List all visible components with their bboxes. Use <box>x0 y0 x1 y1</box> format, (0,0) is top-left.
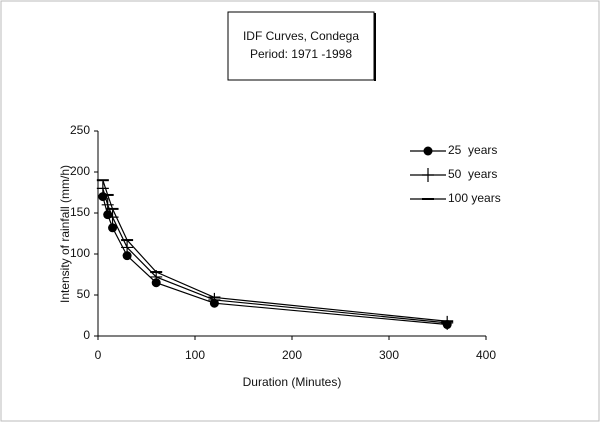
marker <box>423 146 433 156</box>
x-tick-label: 200 <box>282 348 302 362</box>
series-line <box>102 180 448 322</box>
marker <box>121 240 134 255</box>
legend-label: 100 years <box>448 191 501 205</box>
x-tick-label: 400 <box>476 348 496 362</box>
chart-subtitle: Period: 1971 -1998 <box>250 47 352 61</box>
y-tick-label: 250 <box>70 123 90 137</box>
y-tick-label: 200 <box>70 164 90 178</box>
x-tick-label: 100 <box>185 348 205 362</box>
marker <box>208 292 221 307</box>
marker <box>108 223 118 233</box>
x-tick-label: 300 <box>379 348 399 362</box>
y-tick-label: 150 <box>70 205 90 219</box>
legend-label: 25 years <box>448 143 497 157</box>
title-box <box>227 11 375 81</box>
marker <box>122 251 132 261</box>
legend-label: 50 years <box>448 167 497 181</box>
y-axis-label: Intensity of rainfall (mm/h) <box>58 165 72 303</box>
x-tick-label: 0 <box>95 348 102 362</box>
marker <box>96 181 109 196</box>
y-tick-label: 100 <box>70 246 90 260</box>
y-tick-label: 50 <box>77 287 91 301</box>
y-tick-label: 0 <box>83 328 90 342</box>
x-axis-label: Duration (Minutes) <box>243 375 342 389</box>
marker <box>422 168 434 182</box>
series-line <box>102 188 448 324</box>
chart-title: IDF Curves, Condega <box>243 29 359 43</box>
marker <box>441 315 454 330</box>
